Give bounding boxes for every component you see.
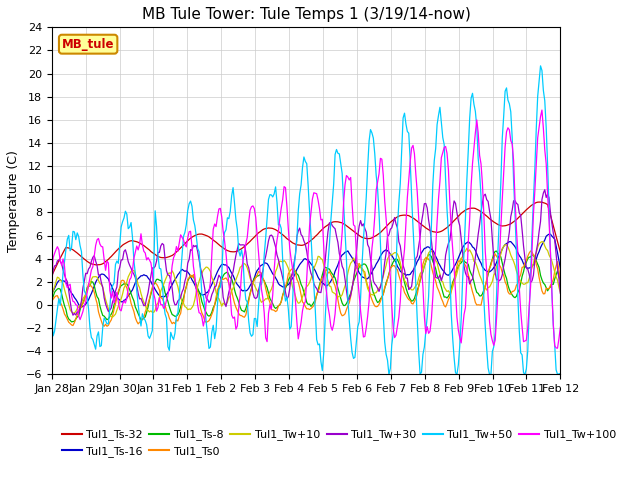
Y-axis label: Temperature (C): Temperature (C) [7, 150, 20, 252]
Title: MB Tule Tower: Tule Temps 1 (3/19/14-now): MB Tule Tower: Tule Temps 1 (3/19/14-now… [141, 7, 470, 22]
Text: MB_tule: MB_tule [62, 38, 115, 51]
Legend: Tul1_Ts-32, Tul1_Ts-16, Tul1_Ts-8, Tul1_Ts0, Tul1_Tw+10, Tul1_Tw+30, Tul1_Tw+50,: Tul1_Ts-32, Tul1_Ts-16, Tul1_Ts-8, Tul1_… [57, 425, 620, 461]
